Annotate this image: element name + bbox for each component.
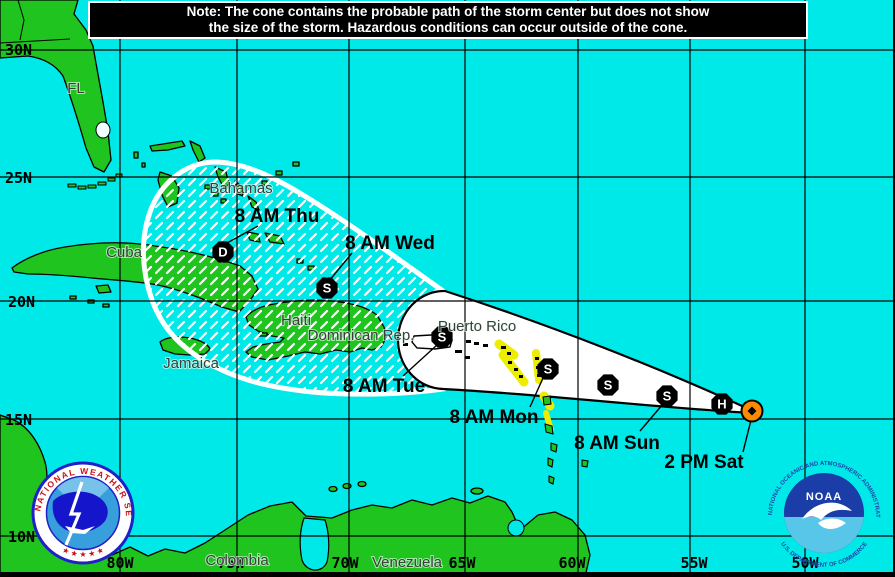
lat-label-30N: 30N bbox=[5, 41, 32, 59]
island-martinique bbox=[544, 423, 554, 435]
island-grand-bahama bbox=[149, 140, 186, 152]
forecast-point-s-2 bbox=[597, 374, 619, 396]
forecast-point-letter: S bbox=[438, 330, 447, 345]
island-guadeloupe bbox=[542, 395, 552, 406]
place-label-venezuela: Venezuela bbox=[372, 554, 443, 571]
forecast-point-s-3 bbox=[537, 358, 559, 380]
place-label-jamaica: Jamaica bbox=[163, 355, 220, 372]
lake-okeechobee bbox=[95, 121, 111, 139]
time-label-8-am-mon: 8 AM Mon bbox=[449, 407, 538, 428]
svg-text:★ ★ ★ ★ ★: ★ ★ ★ ★ ★ bbox=[61, 545, 106, 559]
leader-line-8-am-mon bbox=[529, 377, 544, 408]
lesser-antilles bbox=[501, 346, 589, 485]
forecast-point-h-0 bbox=[711, 393, 733, 415]
forecast-point-letter: S bbox=[323, 281, 332, 296]
forecast-point-letter: S bbox=[663, 389, 672, 404]
land-florida bbox=[0, 0, 112, 173]
forecast-point-letter: S bbox=[544, 362, 553, 377]
leader-line-8-am-wed bbox=[328, 252, 353, 282]
state-borders bbox=[0, 0, 71, 44]
leader-line-8-am-thu bbox=[226, 225, 259, 244]
lon-label-50W: 50W bbox=[791, 554, 819, 572]
forecast-point-letter: D bbox=[218, 245, 227, 260]
lon-label-75W: 75W bbox=[217, 554, 245, 572]
forecast-point-letter: S bbox=[604, 378, 613, 393]
lon-label-65W: 65W bbox=[448, 554, 476, 572]
island-st-lucia bbox=[550, 442, 558, 453]
island-barbados bbox=[581, 459, 589, 468]
watch-area-0 bbox=[494, 339, 519, 360]
island-st-vincent bbox=[547, 457, 554, 468]
forecast-point-s-5 bbox=[316, 277, 338, 299]
forecast-track: H S S S S S D bbox=[212, 225, 764, 453]
leader-line-2-pm-sat bbox=[742, 419, 752, 453]
florida-keys bbox=[67, 173, 123, 190]
nws-logo: NATIONAL WEATHER SERVICE ★ ★ ★ ★ ★ bbox=[31, 461, 135, 565]
place-label-colombia: Colombia bbox=[205, 552, 269, 569]
lon-label-80W: 80W bbox=[106, 554, 134, 572]
current-position-diamond bbox=[747, 406, 757, 416]
lon-label-70W: 70W bbox=[331, 554, 359, 572]
time-label-2-pm-sat: 2 PM Sat bbox=[664, 452, 744, 473]
time-label-8-am-thu: 8 AM Thu bbox=[235, 206, 320, 227]
nws-logo-lightning bbox=[64, 481, 84, 546]
cone-inner bbox=[396, 289, 755, 415]
forecast-point-s-1 bbox=[656, 385, 678, 407]
lat-label-10N: 10N bbox=[8, 528, 35, 546]
time-label-8-am-tue: 8 AM Tue bbox=[343, 376, 425, 397]
nws-logo-continent bbox=[52, 491, 108, 533]
place-label-dominican-rep-: Dominican Rep. bbox=[308, 327, 415, 344]
lon-label-55W: 55W bbox=[680, 554, 708, 572]
leader-line-8-am-tue bbox=[402, 344, 438, 377]
time-label-8-am-sun: 8 AM Sun bbox=[574, 433, 660, 454]
island-margarita bbox=[470, 487, 484, 495]
lat-label-15N: 15N bbox=[5, 411, 32, 429]
leader-line-8-am-sun bbox=[639, 403, 664, 432]
island-isla-juventud bbox=[95, 284, 112, 294]
place-label-fl: FL bbox=[67, 80, 85, 97]
note-banner: Note: The cone contains the probable pat… bbox=[88, 1, 808, 39]
right-border bbox=[893, 0, 895, 577]
cone-outer bbox=[141, 159, 446, 397]
gulf-of-paria bbox=[507, 519, 525, 537]
forecast-point-d-6 bbox=[212, 241, 234, 263]
place-label-haiti: Haiti bbox=[281, 312, 311, 329]
place-label-puerto-rico: Puerto Rico bbox=[438, 318, 516, 335]
noaa-logo-lower bbox=[784, 517, 864, 554]
note-line2: the size of the storm. Hazardous conditi… bbox=[208, 20, 688, 35]
island-abaco bbox=[189, 140, 206, 163]
noaa-logo-gull bbox=[802, 502, 852, 529]
place-label-cuba: Cuba bbox=[106, 244, 143, 261]
island-grenada bbox=[548, 475, 555, 485]
place-label-bahamas: Bahamas bbox=[209, 180, 272, 197]
bottom-border bbox=[0, 572, 895, 577]
nws-ring-stars: ★ ★ ★ ★ ★ bbox=[61, 545, 106, 559]
lat-label-20N: 20N bbox=[8, 293, 35, 311]
note-line1: Note: The cone contains the probable pat… bbox=[186, 4, 710, 19]
time-label-8-am-wed: 8 AM Wed bbox=[345, 233, 435, 254]
forecast-point-s-4 bbox=[431, 326, 453, 348]
lat-label-25N: 25N bbox=[5, 169, 32, 187]
lake-maracaibo bbox=[299, 517, 330, 571]
map-labels: 30N 25N 20N 15N 10N 80W 75W 70W 65W 60W 55W 50W 2 PM… bbox=[5, 41, 820, 572]
lon-label-60W: 60W bbox=[558, 554, 586, 572]
noaa-logo-text: NOAA bbox=[806, 491, 842, 503]
forecast-point-letter: H bbox=[717, 397, 726, 412]
